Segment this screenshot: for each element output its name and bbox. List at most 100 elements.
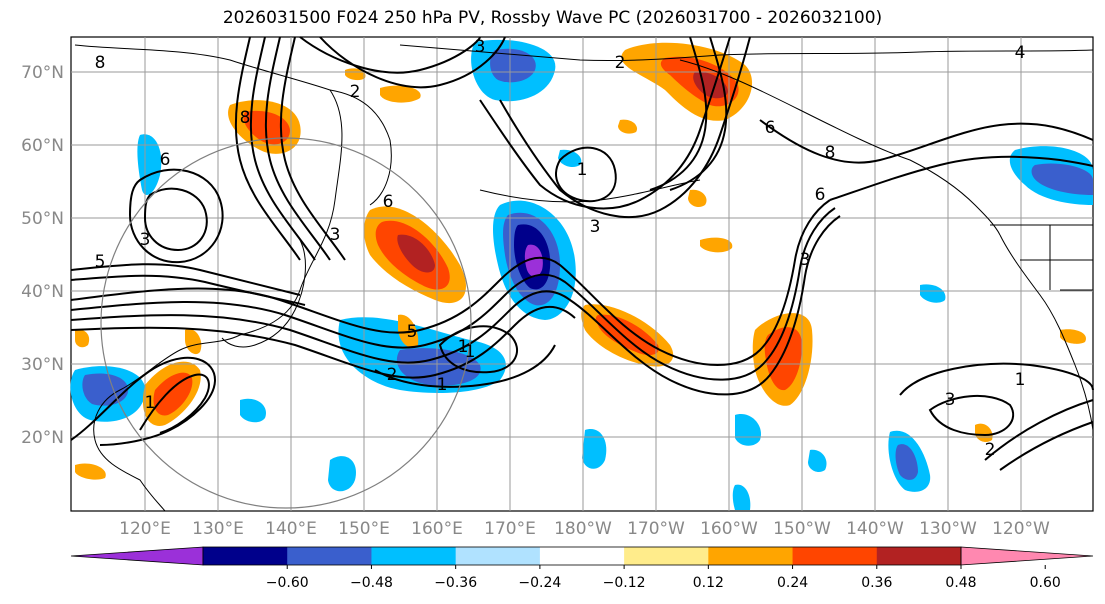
contour-label: 8 <box>825 143 836 163</box>
neg-anomaly-small-4 <box>582 429 607 469</box>
pv-contour-4 <box>70 305 576 379</box>
pv-contour-south-arc <box>374 344 556 388</box>
colorbar-swatch <box>203 547 288 565</box>
lon-label-130e: 130°E <box>192 519 244 539</box>
contour-label: 3 <box>800 250 811 270</box>
neg-anomaly-north-core <box>490 48 536 83</box>
pv-contour-se-loop-2 <box>928 394 1015 437</box>
pv-contour-sw-loop-2 <box>139 373 210 434</box>
pv-contour-north-bowl-1 <box>299 36 481 74</box>
lon-axis: 120°E 130°E 140°E 150°E 160°E 170°E 180°… <box>119 519 1050 539</box>
lat-label-70: 70°N <box>21 63 64 83</box>
lon-label-170e: 170°E <box>484 519 536 539</box>
contour-label: 2 <box>350 82 361 102</box>
colorbar-tick-label: 0.24 <box>777 575 808 591</box>
lat-axis: 70°N 60°N 50°N 40°N 30°N 20°N <box>21 63 64 448</box>
coastline-north-america <box>999 234 1094 431</box>
pv-contour-se-loop-1 <box>899 362 1094 396</box>
contour-label: 6 <box>765 118 776 138</box>
colorbar-swatch <box>792 547 878 565</box>
pv-contour-ridge-2 <box>499 36 751 218</box>
pos-anomaly-small-11 <box>618 119 638 134</box>
lon-label-120e: 120°E <box>119 519 171 539</box>
contour-label: 4 <box>1015 43 1026 63</box>
neg-anomaly-small-9 <box>558 149 582 168</box>
coastline-arctic <box>399 44 1094 62</box>
neg-anomaly-small-2 <box>240 398 266 423</box>
contour-label: 3 <box>945 390 956 410</box>
pos-anomaly-small-4 <box>1060 329 1086 344</box>
colorbar-tick-label: 0.48 <box>945 575 976 591</box>
pv-contour-east-2 <box>829 155 1094 201</box>
pv-contour-sw-loop-1 <box>70 356 217 446</box>
pv-contour-vertical-1 <box>234 36 301 261</box>
contour-label: 6 <box>815 185 826 205</box>
neg-anomaly-small-5 <box>735 414 761 446</box>
colorbar-swatch <box>455 547 541 565</box>
pos-anomaly-central-deep <box>397 234 435 273</box>
coastline-alaska <box>679 59 1001 236</box>
contour-label: 1 <box>145 393 156 413</box>
pv-contour-west-loop-2 <box>143 187 208 252</box>
contour-label: 3 <box>330 225 341 245</box>
pos-anomaly-small-2 <box>345 68 366 81</box>
colorbar-tick-label: −0.24 <box>518 575 561 591</box>
pos-anomaly-small-10 <box>185 329 202 355</box>
lat-label-40: 40°N <box>21 282 64 302</box>
lon-label-150e: 150°E <box>338 519 390 539</box>
map-frame <box>70 36 1094 512</box>
pv-contour-6 <box>70 274 306 306</box>
contour-label: 2 <box>387 365 398 385</box>
pos-anomaly-small-7 <box>75 329 90 348</box>
colorbar-swatch <box>371 547 457 565</box>
coastline-asia <box>74 44 343 512</box>
coastlines <box>74 44 1094 512</box>
colorbar-swatch <box>624 547 709 565</box>
pv-contour-ridge-3 <box>649 36 708 191</box>
contour-label: 1 <box>458 337 469 357</box>
lon-label-180w: 180°W <box>554 519 612 539</box>
lon-label-130w: 130°W <box>919 519 977 539</box>
contour-label: 5 <box>95 252 106 272</box>
lon-label-160w: 160°W <box>700 519 758 539</box>
pv-contour-2 <box>70 207 836 381</box>
lon-label-160e: 160°E <box>411 519 463 539</box>
contour-label: 8 <box>95 53 106 73</box>
contour-label: 3 <box>590 217 601 237</box>
neg-anomaly-small-7 <box>920 284 946 303</box>
neg-anomaly-south-core <box>396 348 481 386</box>
colorbar-tick-label: 0.12 <box>693 575 724 591</box>
contour-label: 6 <box>383 192 394 212</box>
lon-label-170w: 170°W <box>627 519 685 539</box>
colorbar-tick-label: −0.36 <box>434 575 477 591</box>
colorbar-tick-label: −0.48 <box>350 575 393 591</box>
colorbar-tick-label: −0.12 <box>603 575 646 591</box>
colorbar-swatch <box>708 547 794 565</box>
anomaly-shading <box>70 39 1093 510</box>
colorbar-swatch <box>876 547 962 565</box>
pv-contour-vertical-2 <box>249 36 316 261</box>
pv-contour-east-1 <box>759 119 1094 164</box>
neg-anomaly-small-6 <box>808 449 827 473</box>
coastline-japan <box>221 239 306 348</box>
pv-contour-se-loop-3 <box>984 399 1094 461</box>
colorbar-tick-label: −0.60 <box>266 575 309 591</box>
contour-label: 3 <box>475 37 486 57</box>
lon-label-140e: 140°E <box>265 519 317 539</box>
pv-contour-vertical-4 <box>279 36 346 261</box>
pv-contour-west-loop-1 <box>128 168 224 264</box>
lon-label-140w: 140°W <box>846 519 904 539</box>
colorbar-extend-max <box>960 546 1094 566</box>
pv-contour-vertical-3 <box>264 36 331 261</box>
pos-anomaly-sw-core <box>153 372 193 416</box>
neg-anomaly-small-3 <box>328 456 356 492</box>
neg-anomaly-se-core <box>895 444 918 480</box>
neg-anomaly-central-min <box>524 244 543 277</box>
lat-label-60: 60°N <box>21 136 64 156</box>
lat-label-30: 30°N <box>21 355 64 375</box>
lon-label-150w: 150°W <box>773 519 831 539</box>
reference-circle <box>100 137 472 509</box>
pos-anomaly-small-6 <box>75 463 106 480</box>
neg-anomaly-east-core <box>1031 163 1093 195</box>
